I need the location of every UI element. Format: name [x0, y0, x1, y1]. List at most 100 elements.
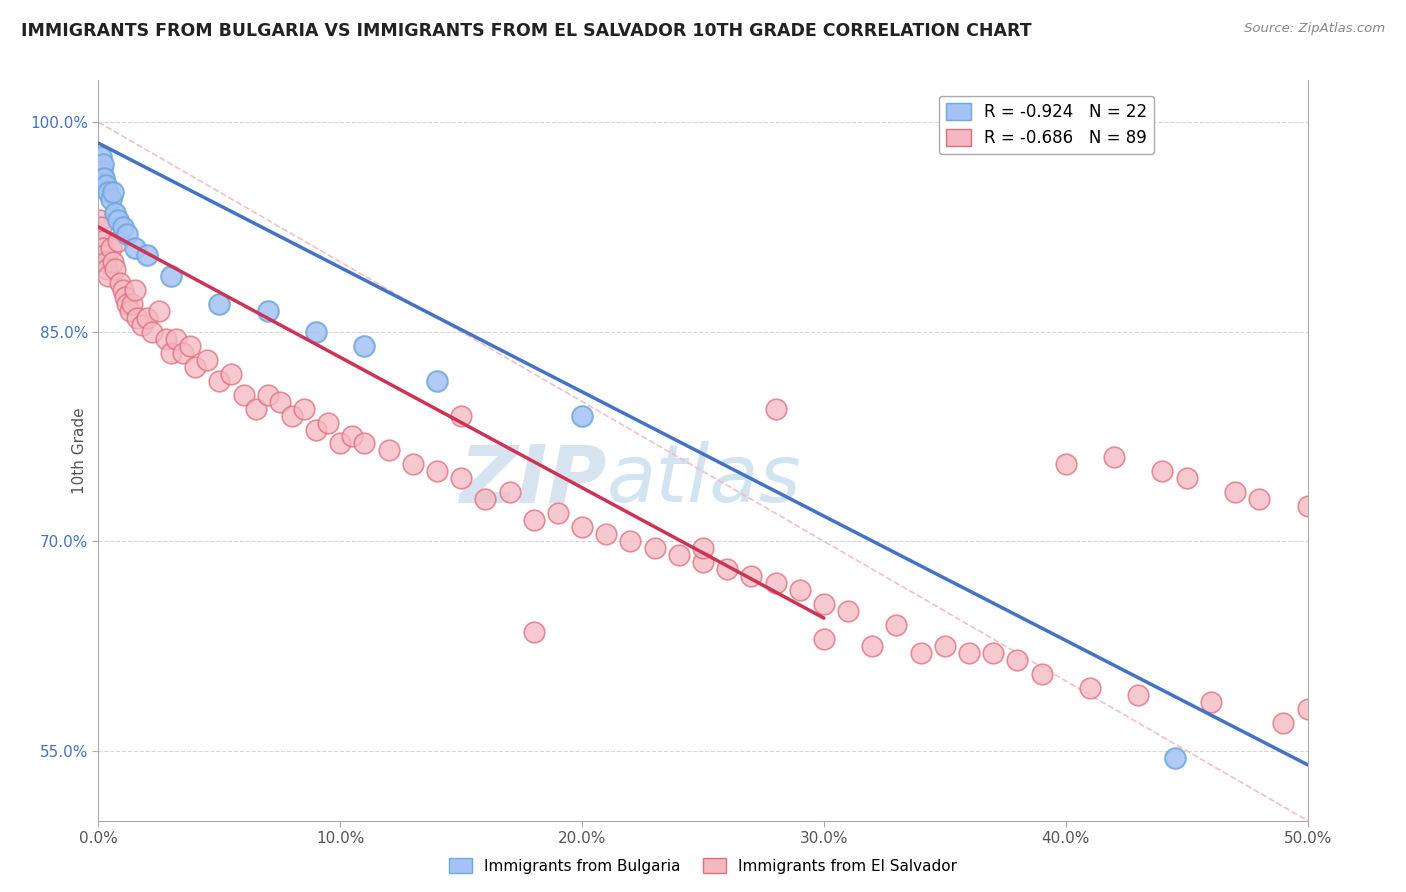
Point — [135, 248, 157, 262]
Point — [426, 464, 449, 478]
Point — [256, 303, 278, 318]
Point — [353, 436, 375, 450]
Point — [256, 387, 278, 401]
Point — [377, 443, 399, 458]
Point — [1031, 667, 1053, 681]
Point — [160, 268, 183, 283]
Point — [740, 569, 762, 583]
Point — [155, 332, 177, 346]
Point — [450, 471, 472, 485]
Point — [886, 618, 908, 632]
Point — [474, 492, 496, 507]
Point — [1296, 702, 1319, 716]
Point — [90, 150, 112, 164]
Point — [716, 562, 738, 576]
Point — [101, 185, 124, 199]
Point — [523, 625, 546, 640]
Point — [91, 234, 114, 248]
Point — [860, 639, 883, 653]
Text: Source: ZipAtlas.com: Source: ZipAtlas.com — [1244, 22, 1385, 36]
Point — [114, 290, 136, 304]
Point — [107, 234, 129, 248]
Point — [1272, 715, 1295, 730]
Point — [934, 639, 956, 653]
Point — [1128, 688, 1150, 702]
Point — [94, 255, 117, 269]
Point — [269, 394, 291, 409]
Point — [124, 283, 146, 297]
Point — [148, 303, 170, 318]
Point — [813, 597, 835, 611]
Point — [91, 157, 114, 171]
Point — [426, 374, 449, 388]
Point — [498, 485, 520, 500]
Point — [195, 352, 218, 367]
Point — [94, 178, 117, 192]
Point — [90, 219, 112, 234]
Point — [97, 185, 120, 199]
Point — [644, 541, 666, 556]
Point — [1007, 653, 1029, 667]
Point — [1152, 464, 1174, 478]
Legend: Immigrants from Bulgaria, Immigrants from El Salvador: Immigrants from Bulgaria, Immigrants fro… — [443, 852, 963, 880]
Point — [232, 387, 254, 401]
Point — [1249, 492, 1271, 507]
Point — [184, 359, 207, 374]
Point — [1078, 681, 1101, 695]
Point — [765, 401, 787, 416]
Point — [450, 409, 472, 423]
Point — [837, 604, 859, 618]
Point — [571, 409, 593, 423]
Point — [1199, 695, 1222, 709]
Point — [160, 345, 183, 359]
Point — [97, 268, 120, 283]
Point — [131, 318, 153, 332]
Y-axis label: 10th Grade: 10th Grade — [72, 407, 87, 494]
Point — [813, 632, 835, 646]
Point — [1054, 458, 1077, 472]
Point — [305, 325, 328, 339]
Point — [595, 527, 617, 541]
Point — [668, 548, 690, 562]
Point — [104, 261, 127, 276]
Point — [402, 458, 425, 472]
Point — [141, 325, 163, 339]
Point — [208, 374, 231, 388]
Point — [547, 506, 569, 520]
Point — [100, 241, 122, 255]
Point — [165, 332, 187, 346]
Point — [104, 206, 127, 220]
Point — [108, 276, 131, 290]
Point — [100, 192, 122, 206]
Point — [245, 401, 267, 416]
Point — [172, 345, 194, 359]
Point — [93, 171, 115, 186]
Point — [957, 646, 980, 660]
Point — [107, 213, 129, 227]
Point — [981, 646, 1004, 660]
Point — [1163, 751, 1185, 765]
Point — [571, 520, 593, 534]
Point — [117, 227, 139, 241]
Point — [124, 241, 146, 255]
Point — [281, 409, 304, 423]
Point — [1296, 500, 1319, 514]
Point — [117, 297, 139, 311]
Point — [910, 646, 932, 660]
Point — [111, 283, 134, 297]
Point — [89, 213, 111, 227]
Point — [91, 241, 114, 255]
Point — [91, 164, 114, 178]
Point — [316, 416, 339, 430]
Point — [179, 339, 201, 353]
Point — [292, 401, 315, 416]
Point — [1102, 450, 1125, 465]
Point — [789, 583, 811, 598]
Text: IMMIGRANTS FROM BULGARIA VS IMMIGRANTS FROM EL SALVADOR 10TH GRADE CORRELATION C: IMMIGRANTS FROM BULGARIA VS IMMIGRANTS F… — [21, 22, 1032, 40]
Point — [523, 513, 546, 527]
Point — [121, 297, 143, 311]
Point — [208, 297, 231, 311]
Point — [96, 261, 118, 276]
Point — [93, 248, 115, 262]
Point — [118, 303, 141, 318]
